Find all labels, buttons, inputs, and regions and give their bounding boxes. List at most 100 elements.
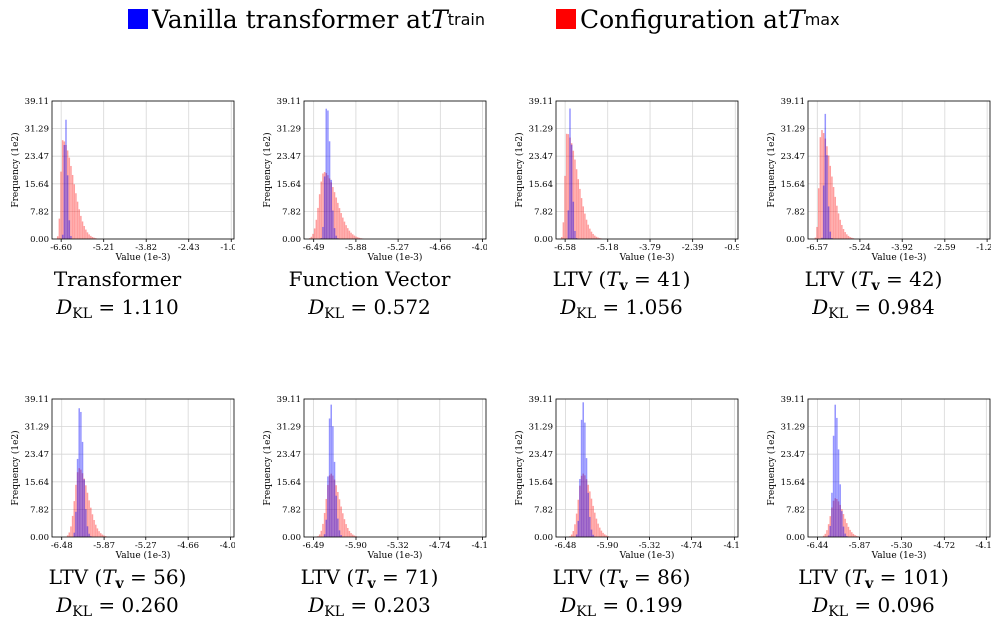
histogram-bar — [320, 530, 323, 537]
histogram-bar — [81, 441, 84, 537]
histogram-bar — [327, 476, 329, 537]
x-tick-label: -4.15 — [723, 541, 739, 551]
histogram-bar — [328, 178, 331, 239]
histogram-bar — [68, 220, 71, 239]
x-tick-label: -5.87 — [849, 541, 871, 551]
legend-swatch-blue — [128, 9, 148, 29]
y-tick-label: 39.11 — [529, 97, 553, 107]
histogram-panel: 0.00 7.82 15.64 23.47 31.29 39.11 -6.58 -5.18 -3… — [504, 95, 739, 335]
kl-value: 1.056 — [625, 295, 683, 319]
histogram-bar — [829, 165, 832, 239]
y-tick-label: 31.29 — [529, 423, 553, 433]
histogram-plot: 0.00 7.82 15.64 23.47 31.29 39.11 -6.48 -5.90 -5… — [514, 395, 739, 561]
histogram-bar — [78, 468, 80, 537]
series-config — [814, 130, 855, 239]
panel-title-eq: = 101) — [873, 565, 949, 589]
x-tick-label: -4.74 — [429, 541, 451, 551]
histogram-bar — [842, 514, 845, 537]
y-tick-label: 23.47 — [529, 152, 553, 162]
histogram-bar — [90, 235, 92, 239]
series-config — [317, 473, 357, 537]
panel-title-text: LTV ( — [552, 565, 607, 589]
histogram-bar — [360, 238, 362, 239]
y-tick-label: 0.00 — [282, 533, 301, 543]
x-tick-label: -4.05 — [472, 243, 487, 253]
histogram-bar — [333, 461, 336, 537]
histogram-bar — [579, 188, 581, 239]
histogram-bar — [75, 511, 77, 537]
histogram-panel: 0.00 7.82 15.64 23.47 31.29 39.11 -6.49 -5.90 -5… — [252, 393, 487, 633]
panel-title-text: LTV ( — [300, 565, 355, 589]
histogram-bar — [574, 159, 576, 239]
histogram-bar — [71, 515, 74, 537]
histogram-bar — [824, 138, 827, 239]
histogram-bar — [351, 234, 354, 239]
kl-divergence: DKL = 0.260 — [0, 591, 235, 626]
histogram-bar — [584, 213, 586, 239]
histogram-bar — [328, 418, 331, 537]
x-tick-label: -3.82 — [135, 243, 157, 253]
histogram-bar — [592, 505, 594, 537]
histogram-bar — [831, 238, 833, 239]
histogram-bar — [582, 402, 584, 537]
histogram-bar — [335, 235, 337, 239]
histogram-bar — [58, 218, 61, 239]
y-tick-label: 39.11 — [25, 395, 49, 405]
histogram-bar — [562, 222, 565, 239]
histogram-bar — [577, 179, 580, 239]
histogram-bar — [337, 202, 339, 239]
kl-symbol: D — [560, 295, 577, 319]
panel-title-eq: = 41) — [627, 267, 691, 291]
x-tick-label: -5.87 — [93, 541, 115, 551]
histogram-bar — [854, 535, 856, 537]
histogram-bar — [584, 475, 586, 537]
series-config — [66, 468, 107, 537]
y-tick-label: 31.29 — [25, 125, 49, 135]
kl-symbol: D — [56, 593, 73, 617]
kl-subscript: KL — [72, 604, 93, 620]
histogram-bar — [570, 534, 573, 537]
histogram-bar — [846, 523, 848, 537]
x-tick-label: -6.44 — [807, 541, 829, 551]
y-tick-label: 23.47 — [25, 152, 49, 162]
histogram-bar — [590, 231, 593, 239]
histogram-bar — [88, 533, 90, 537]
histogram-bar — [338, 208, 341, 239]
kl-subscript: KL — [576, 604, 597, 620]
kl-subscript: KL — [828, 306, 849, 322]
histogram-bar — [66, 175, 69, 239]
histogram-bar — [80, 215, 82, 239]
histogram-bar — [93, 519, 95, 537]
y-tick-label: 31.29 — [529, 125, 553, 135]
y-tick-label: 31.29 — [277, 125, 301, 135]
y-axis-label: Frequency (1e2) — [10, 430, 21, 505]
panel-title-text: LTV ( — [552, 267, 607, 291]
y-tick-label: 0.00 — [534, 235, 553, 245]
kl-equals: = — [92, 593, 122, 617]
histogram-bar — [599, 238, 601, 239]
panel-title-var: T — [606, 267, 620, 291]
histogram-bar — [73, 532, 76, 537]
y-tick-label: 23.47 — [529, 450, 553, 460]
histogram-bar — [335, 197, 337, 239]
histogram-bar — [832, 435, 835, 537]
histogram-bar — [569, 137, 571, 239]
histogram-bar — [572, 201, 575, 239]
histogram-bar — [76, 201, 79, 239]
histogram-bar — [330, 473, 332, 537]
y-axis-label: Frequency (1e2) — [514, 132, 525, 207]
x-tick-label: -3.92 — [891, 243, 913, 253]
x-tick-label: -4.15 — [471, 541, 487, 551]
y-tick-label: 31.29 — [25, 423, 49, 433]
histogram-bar — [605, 535, 608, 537]
histogram-bar — [579, 485, 581, 537]
histogram-bar — [93, 237, 95, 239]
y-tick-label: 39.11 — [277, 395, 301, 405]
y-axis-label: Frequency (1e2) — [262, 132, 273, 207]
x-axis-label: Value (1e-3) — [367, 550, 423, 561]
histogram-plot: 0.00 7.82 15.64 23.47 31.29 39.11 -6.49 -5.88 -5… — [262, 97, 487, 263]
plot-frame — [555, 100, 739, 240]
histogram-bar — [824, 533, 827, 537]
histogram-bar — [575, 169, 578, 239]
